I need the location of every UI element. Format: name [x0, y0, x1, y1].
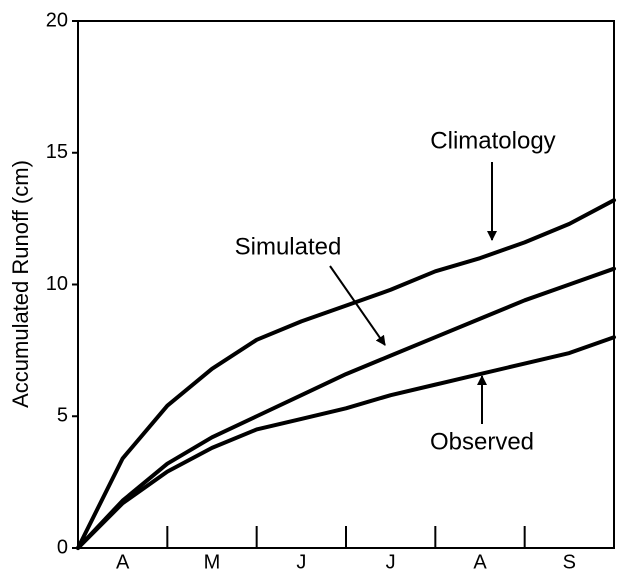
y-tick-label: 20 — [46, 9, 68, 31]
x-tick-label: A — [116, 551, 130, 573]
series-annotation: Climatology — [430, 127, 555, 154]
x-tick-label: J — [386, 551, 396, 573]
x-tick-label: J — [296, 551, 306, 573]
series-annotation: Observed — [430, 428, 534, 455]
y-tick-label: 10 — [46, 273, 68, 295]
series-line — [76, 266, 616, 550]
x-tick-label: M — [204, 551, 221, 573]
x-tick-label: A — [473, 551, 487, 573]
y-axis-label: Accumulated Runoff (cm) — [8, 160, 33, 408]
y-tick-label: 15 — [46, 141, 68, 163]
y-tick-label: 5 — [57, 405, 68, 427]
series-line — [76, 335, 616, 550]
series-annotation: Simulated — [235, 233, 342, 260]
series-line — [76, 198, 616, 550]
x-tick-label: S — [563, 551, 576, 573]
annotation-arrow — [329, 265, 386, 346]
y-tick-label: 0 — [57, 536, 68, 558]
